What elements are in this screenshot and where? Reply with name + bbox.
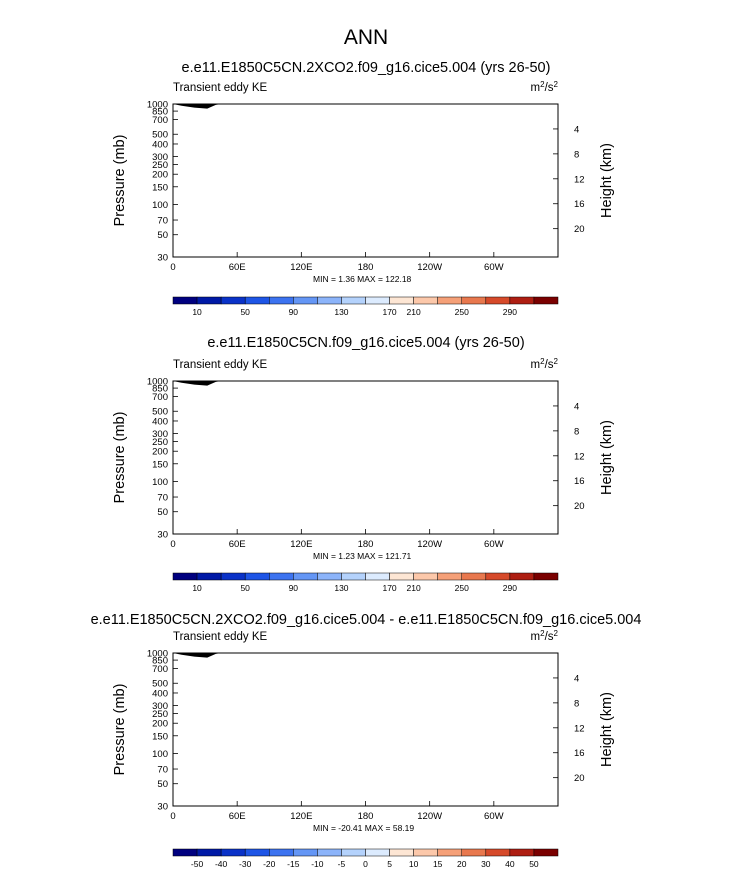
variable-label: Transient eddy KE: [173, 82, 268, 94]
panel-1: e.e11.E1850C5CN.2XCO2.f09_g16.cice5.004 …: [112, 60, 615, 317]
contour-field: [173, 104, 222, 109]
panels: e.e11.E1850C5CN.2XCO2.f09_g16.cice5.004 …: [91, 60, 642, 869]
figure-title: ANN: [344, 26, 388, 49]
units-label: m2/s2: [531, 80, 559, 95]
panel-title: e.e11.E1850C5CN.2XCO2.f09_g16.cice5.004 …: [182, 60, 551, 76]
